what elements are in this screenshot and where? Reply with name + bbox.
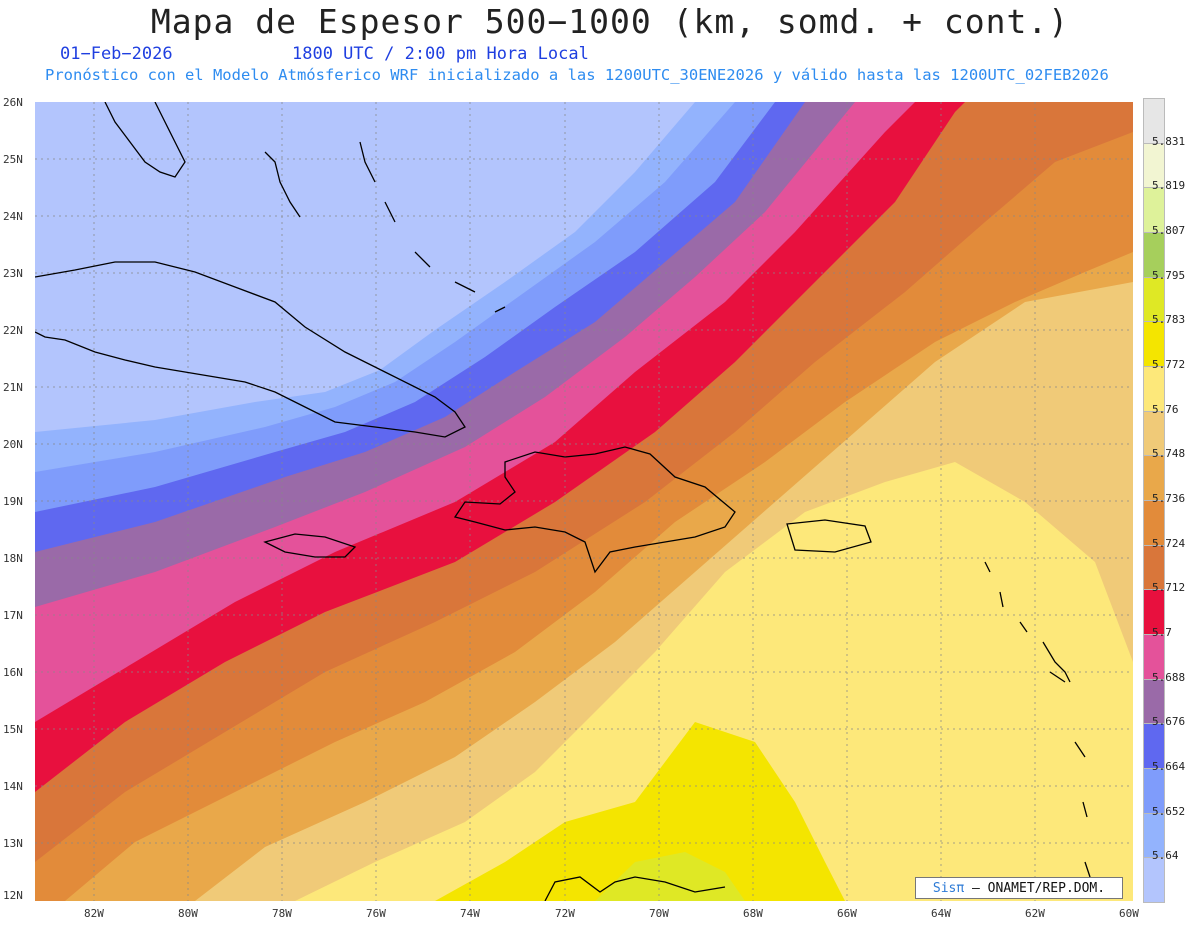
color-scale-label: 5.724: [1152, 536, 1186, 550]
lat-label-18n: 18N: [3, 552, 23, 565]
lat-label-14n: 14N: [3, 780, 23, 793]
lon-label-82w: 82W: [84, 907, 104, 920]
lat-lon-grid: [35, 102, 1133, 901]
forecast-time: 1800 UTC / 2:00 pm Hora Local: [292, 44, 589, 64]
map-title: Mapa de Espesor 500−1000 (km, somd. + co…: [150, 2, 1070, 41]
lon-label-62w: 62W: [1025, 907, 1045, 920]
forecast-date: 01−Feb−2026: [60, 44, 173, 64]
lat-label-24n: 24N: [3, 210, 23, 223]
color-scale-label: 5.748: [1152, 447, 1186, 461]
color-scale-label: 5.652: [1152, 804, 1186, 818]
color-scale-swatch: [1143, 857, 1165, 903]
color-scale-label: 5.831: [1152, 134, 1186, 148]
thickness-contour-field: [35, 102, 1133, 901]
lat-label-22n: 22N: [3, 324, 23, 337]
lon-label-74w: 74W: [460, 907, 480, 920]
venezuela-coast: [544, 876, 726, 901]
band-5772: [295, 462, 1133, 901]
lat-label-16n: 16N: [3, 666, 23, 679]
lon-label-70w: 70W: [649, 907, 669, 920]
color-scale-label: 5.819: [1152, 179, 1186, 193]
color-scale-bar: [1143, 98, 1165, 903]
onamet-credit: – ONAMET/REP.DOM.: [972, 881, 1106, 896]
thickness-map: [35, 102, 1133, 901]
color-scale-label: 5.64: [1152, 849, 1179, 863]
credit-box: Sisπ – ONAMET/REP.DOM.: [915, 877, 1123, 899]
lat-label-13n: 13N: [3, 837, 23, 850]
lat-label-15n: 15N: [3, 723, 23, 736]
color-scale-label: 5.676: [1152, 715, 1186, 729]
color-scale-label: 5.688: [1152, 670, 1186, 684]
color-scale-label: 5.772: [1152, 358, 1186, 371]
color-scale-label: 5.795: [1152, 268, 1186, 282]
lat-label-21n: 21N: [3, 381, 23, 394]
color-scale-label: 5.736: [1152, 492, 1186, 505]
lesser-antilles: [984, 561, 1091, 878]
lon-label-66w: 66W: [837, 907, 857, 920]
lon-label-78w: 78W: [272, 907, 292, 920]
model-run-description: Pronóstico con el Modelo Atmósferico WRF…: [45, 66, 1109, 84]
lat-label-12n: 12N: [3, 889, 23, 902]
lat-label-26n: 26N: [3, 96, 23, 109]
lat-label-20n: 20N: [3, 438, 23, 451]
sispi-brand: Sisπ: [932, 881, 965, 896]
lon-label-68w: 68W: [743, 907, 763, 920]
jamaica-coast: [263, 533, 357, 558]
florida-coast: [104, 102, 186, 178]
color-scale-label: 5.807: [1152, 224, 1186, 237]
lat-label-17n: 17N: [3, 609, 23, 622]
color-scale-label: 5.7: [1152, 626, 1172, 639]
lat-label-19n: 19N: [3, 495, 23, 508]
band-5783: [435, 722, 845, 901]
lat-label-23n: 23N: [3, 267, 23, 280]
puerto-rico-coast: [786, 519, 872, 553]
color-scale-label: 5.76: [1152, 402, 1179, 416]
lat-label-25n: 25N: [3, 153, 23, 166]
lon-label-72w: 72W: [555, 907, 575, 920]
lon-label-64w: 64W: [931, 907, 951, 920]
coastlines: [35, 102, 1091, 901]
bahamas-islands: [264, 141, 506, 313]
hispaniola-coast: [453, 446, 736, 574]
lon-label-80w: 80W: [178, 907, 198, 920]
color-scale-label: 5.664: [1152, 760, 1186, 773]
lon-label-60w: 60W: [1119, 907, 1139, 920]
lon-label-76w: 76W: [366, 907, 386, 920]
color-scale-label: 5.712: [1152, 581, 1186, 595]
band-5795: [595, 852, 745, 901]
cuba-coast: [35, 261, 466, 438]
color-scale-label: 5.783: [1152, 313, 1186, 327]
